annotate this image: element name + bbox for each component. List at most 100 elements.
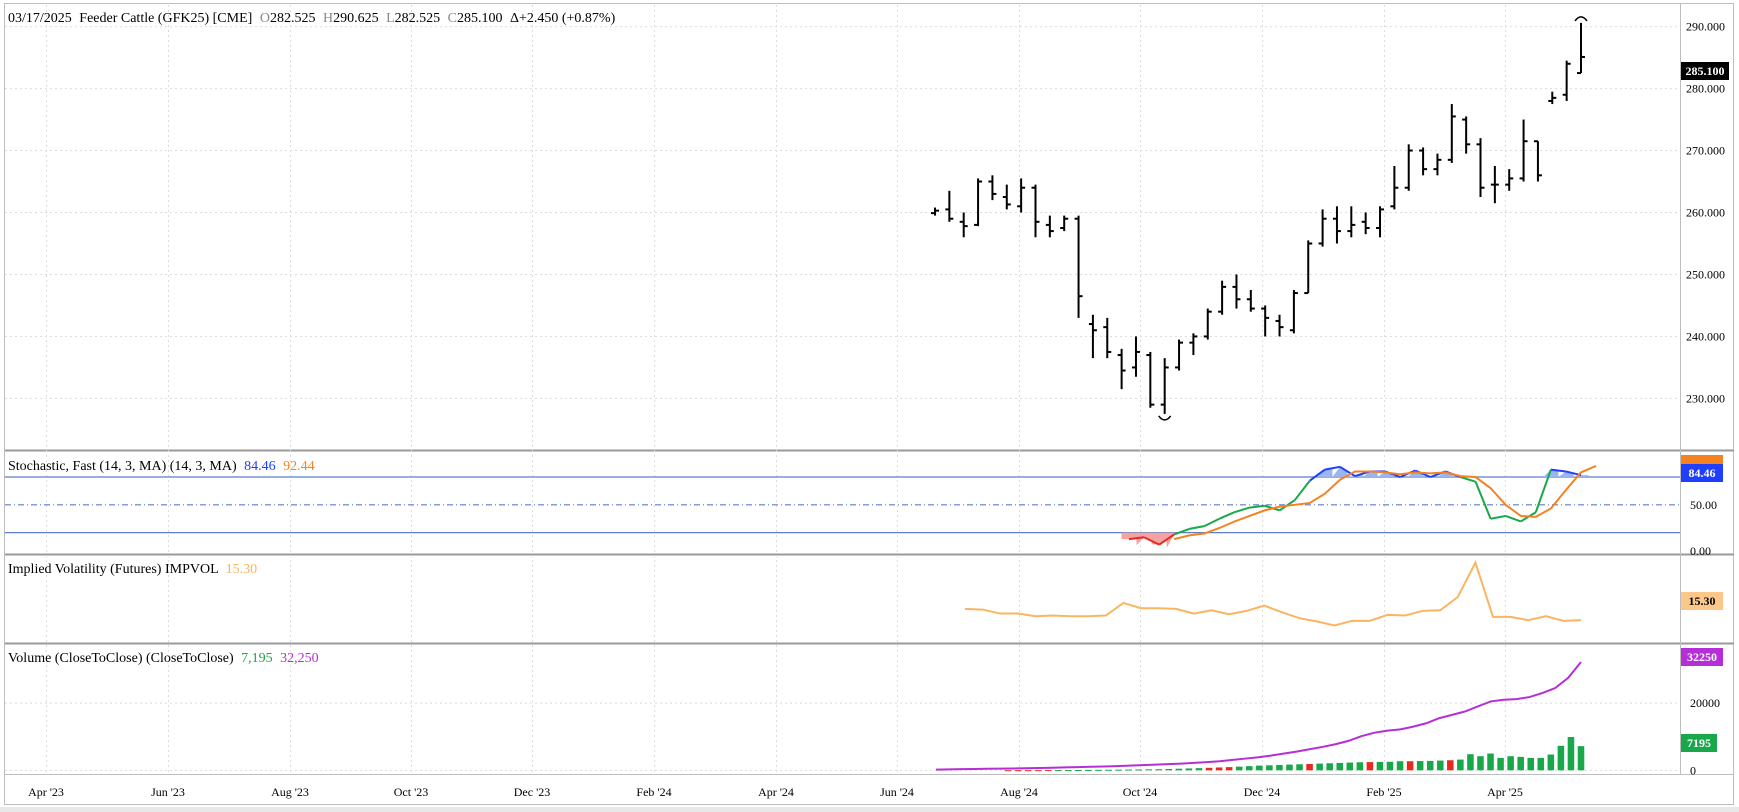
price-bar bbox=[1419, 147, 1428, 176]
iv-line bbox=[964, 560, 1582, 627]
stochastic-k-segment bbox=[1490, 514, 1506, 520]
price-bar bbox=[1074, 215, 1083, 318]
x-tick-label: Apr '24 bbox=[758, 785, 794, 799]
price-tick-label: 270.000 bbox=[1686, 144, 1725, 158]
open-label: O bbox=[260, 11, 270, 26]
price-bar bbox=[1017, 178, 1026, 213]
price-bar bbox=[931, 207, 939, 216]
volume-bar bbox=[1145, 769, 1153, 771]
volume-bar bbox=[1075, 770, 1082, 772]
price-tick-label: 290.000 bbox=[1686, 20, 1725, 34]
price-bar bbox=[1476, 138, 1485, 198]
volume-bar bbox=[1256, 765, 1263, 771]
price-bar bbox=[1390, 166, 1399, 210]
stochastic-k-segment bbox=[1234, 506, 1250, 514]
stochastic-k-segment bbox=[1309, 468, 1326, 482]
price-bar bbox=[1031, 184, 1040, 238]
x-tick-label: Apr '23 bbox=[28, 785, 64, 799]
volume-bar bbox=[1436, 760, 1444, 771]
stochastic-k-segment bbox=[1293, 480, 1311, 501]
volume-bar bbox=[1547, 754, 1555, 771]
price-bar bbox=[1433, 153, 1442, 176]
iv-pane[interactable] bbox=[964, 560, 1582, 627]
stochastic-pane[interactable] bbox=[5, 464, 1680, 548]
volume-pane[interactable] bbox=[935, 661, 1585, 772]
volume-bar bbox=[1416, 761, 1424, 771]
volume-bar bbox=[1014, 770, 1022, 772]
stochastic-k-segment bbox=[1550, 468, 1567, 473]
price-bar bbox=[1218, 280, 1227, 315]
stochastic-d-value: 92.44 bbox=[283, 459, 315, 474]
price-pane[interactable] bbox=[931, 16, 1588, 421]
price-bar bbox=[1404, 144, 1413, 191]
stochastic-k-segment bbox=[1339, 465, 1356, 477]
price-bar bbox=[1548, 91, 1557, 105]
stochastic-k-segment bbox=[1189, 525, 1205, 530]
stochastic-k-segment bbox=[1505, 514, 1522, 523]
volume-tick-label: 20000 bbox=[1690, 696, 1720, 710]
volume-bar bbox=[1024, 770, 1032, 772]
volume-bar bbox=[1487, 753, 1494, 771]
volume-bar bbox=[1426, 760, 1434, 771]
price-bar bbox=[1519, 119, 1528, 182]
volume-bar bbox=[1034, 770, 1042, 772]
price-bar bbox=[1232, 274, 1241, 309]
volume-bar bbox=[1095, 769, 1102, 771]
price-bar bbox=[1318, 209, 1327, 247]
stochastic-d-line bbox=[1173, 464, 1597, 541]
high-label: H bbox=[323, 11, 333, 26]
x-tick-label: Aug '23 bbox=[271, 785, 309, 799]
price-bar bbox=[1117, 348, 1126, 390]
price-bar bbox=[1203, 308, 1212, 340]
price-bar bbox=[1060, 215, 1069, 232]
low-value: 282.525 bbox=[395, 11, 441, 26]
high-marker bbox=[1574, 16, 1588, 22]
stochastic-k-value: 84.46 bbox=[244, 459, 276, 474]
price-bar bbox=[1289, 289, 1298, 334]
open-interest-line bbox=[935, 661, 1582, 771]
svg-text:32250: 32250 bbox=[1687, 650, 1717, 664]
price-bar bbox=[1505, 169, 1514, 191]
axis-labels: Apr '23 Jun '23 Aug '23 Oct '23 Dec '23 Feb '… bbox=[28, 20, 1725, 799]
stochastic-k-segment bbox=[1460, 476, 1476, 483]
iv-badge: 15.30 bbox=[1681, 592, 1723, 610]
price-bar bbox=[1347, 206, 1356, 238]
price-bar bbox=[1261, 305, 1270, 337]
price-bar bbox=[1577, 22, 1585, 75]
iv-value: 15.30 bbox=[226, 562, 258, 577]
price-bar bbox=[1361, 212, 1370, 235]
chart-frame bbox=[4, 3, 1734, 805]
volume-bar bbox=[1266, 765, 1273, 771]
volume-bar bbox=[1225, 767, 1233, 771]
volume-bar bbox=[1085, 769, 1092, 771]
open-value: 282.525 bbox=[270, 11, 316, 26]
stochastic-d-badge bbox=[1681, 455, 1723, 464]
volume-bar bbox=[1135, 769, 1142, 771]
x-tick-label: Jun '23 bbox=[151, 785, 185, 799]
price-bar bbox=[1175, 339, 1184, 371]
volume-bar bbox=[1175, 768, 1183, 771]
price-bar bbox=[1103, 317, 1112, 359]
volume-bar bbox=[1185, 768, 1193, 771]
price-bar bbox=[1332, 206, 1341, 244]
volume-bar bbox=[1467, 754, 1474, 771]
volume-bar bbox=[1286, 764, 1293, 771]
price-tick-label: 240.000 bbox=[1686, 329, 1725, 343]
x-tick-label: Feb '25 bbox=[1366, 785, 1401, 799]
volume-bar bbox=[1346, 762, 1354, 771]
stochastic-k-segment bbox=[1219, 511, 1235, 520]
price-bar bbox=[1490, 166, 1499, 204]
price-bar bbox=[988, 175, 997, 201]
volume-bar bbox=[1205, 767, 1213, 771]
x-tick-label: Dec '24 bbox=[1244, 785, 1280, 799]
volume-bar bbox=[1557, 745, 1565, 771]
price-bar bbox=[1088, 314, 1097, 359]
volume-bar bbox=[1215, 767, 1223, 771]
volume-bar bbox=[1054, 770, 1062, 772]
price-bar bbox=[1045, 215, 1054, 238]
price-bar bbox=[1376, 206, 1385, 238]
x-tick-label: Aug '24 bbox=[1000, 785, 1038, 799]
volume-bar bbox=[1195, 768, 1203, 771]
